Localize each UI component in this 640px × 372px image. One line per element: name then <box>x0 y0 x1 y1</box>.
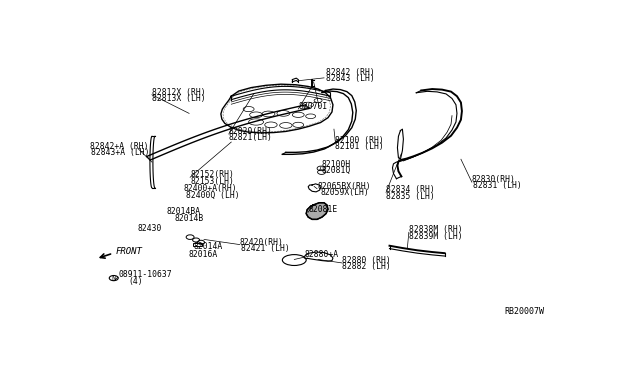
Text: 82059X(LH): 82059X(LH) <box>321 188 369 197</box>
Text: 82820(RH): 82820(RH) <box>229 127 273 136</box>
Text: 82842+A (RH): 82842+A (RH) <box>90 142 148 151</box>
Text: (4): (4) <box>129 276 143 286</box>
Text: 82843 (LH): 82843 (LH) <box>326 74 374 83</box>
Text: 82839M (LH): 82839M (LH) <box>409 231 463 241</box>
Text: 82430: 82430 <box>137 224 161 233</box>
Text: 82880+A: 82880+A <box>304 250 339 259</box>
Text: 82880 (RH): 82880 (RH) <box>342 256 390 265</box>
Text: 82065BX(RH): 82065BX(RH) <box>317 182 371 191</box>
Text: 08911-10637: 08911-10637 <box>118 270 172 279</box>
Text: 82843+A (LH): 82843+A (LH) <box>91 148 149 157</box>
Text: 82813X (LH): 82813X (LH) <box>152 94 205 103</box>
Text: 82821(LH): 82821(LH) <box>229 133 273 142</box>
Text: 82153(LH): 82153(LH) <box>190 177 234 186</box>
Bar <box>193 243 202 246</box>
Text: N: N <box>111 276 116 280</box>
Text: 82400Q (LH): 82400Q (LH) <box>186 190 239 200</box>
Text: 82100H: 82100H <box>321 160 350 169</box>
Text: RB20007W: RB20007W <box>504 307 544 316</box>
Text: 82830(RH): 82830(RH) <box>472 175 516 184</box>
Text: 82101 (LH): 82101 (LH) <box>335 142 384 151</box>
Text: 82842 (RH): 82842 (RH) <box>326 68 374 77</box>
Text: 82014BA: 82014BA <box>167 208 201 217</box>
Text: 82835 (LH): 82835 (LH) <box>386 192 435 201</box>
Text: 82838M (RH): 82838M (RH) <box>409 225 463 234</box>
Text: 82081E: 82081E <box>308 205 337 214</box>
Text: 82016A: 82016A <box>188 250 218 259</box>
Polygon shape <box>306 203 328 219</box>
Text: 82400+A(RH): 82400+A(RH) <box>183 184 237 193</box>
Text: 82420(RH): 82420(RH) <box>240 238 284 247</box>
Text: 82882 (LH): 82882 (LH) <box>342 262 390 271</box>
Text: 82070I: 82070I <box>298 102 328 111</box>
Text: 82152(RH): 82152(RH) <box>190 170 234 179</box>
Text: 82421 (LH): 82421 (LH) <box>241 244 290 253</box>
Text: 82100 (RH): 82100 (RH) <box>335 136 384 145</box>
Text: 82014B: 82014B <box>174 214 204 223</box>
Text: 82812X (RH): 82812X (RH) <box>152 88 205 97</box>
Text: 82081Q: 82081Q <box>321 166 350 175</box>
Text: FRONT: FRONT <box>116 247 143 256</box>
Text: 82834 (RH): 82834 (RH) <box>386 186 435 195</box>
Text: 82831 (LH): 82831 (LH) <box>474 182 522 190</box>
Text: 82014A: 82014A <box>193 242 222 251</box>
